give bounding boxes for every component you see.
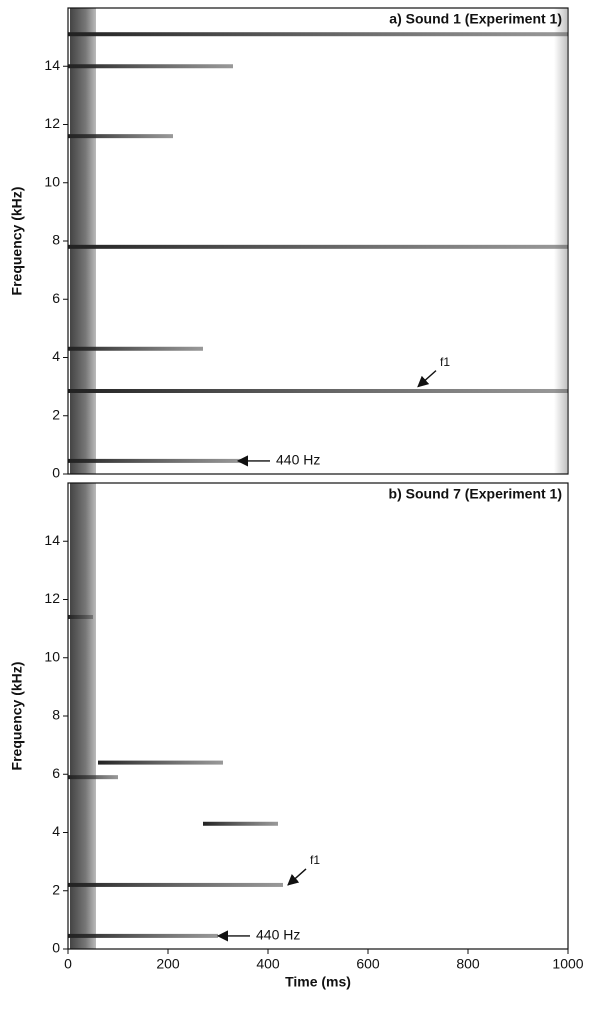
y-tick-label: 12 [44, 590, 60, 606]
y-tick-label: 4 [52, 823, 60, 839]
y-tick-label: 0 [52, 465, 60, 481]
onset-region [70, 8, 96, 474]
y-axis-label: Frequency (kHz) [9, 662, 25, 771]
harmonic-band [68, 244, 568, 249]
annotation-arrow [287, 868, 307, 886]
y-tick-label: 10 [44, 648, 60, 664]
annotation: f1 [440, 355, 450, 369]
harmonic-band [68, 64, 233, 69]
annotation: f1 [310, 853, 320, 867]
harmonic-band [68, 775, 118, 780]
annotation-arrow [417, 370, 437, 388]
harmonic-band [68, 32, 568, 37]
harmonic-band [68, 346, 203, 351]
y-axis-label: Frequency (kHz) [9, 187, 25, 296]
plot-frame [67, 482, 569, 950]
y-tick-label: 8 [52, 707, 60, 723]
harmonic-band [68, 388, 568, 393]
harmonic-band [203, 821, 278, 826]
y-tick-label: 10 [44, 173, 60, 189]
y-tick-label: 2 [52, 881, 60, 897]
x-axis-label: Time (ms) [285, 974, 351, 990]
x-tick-label: 600 [356, 956, 380, 972]
y-tick-label: 8 [52, 232, 60, 248]
y-tick-label: 14 [44, 532, 60, 548]
y-tick-label: 2 [52, 406, 60, 422]
chart-title: b) Sound 7 (Experiment 1) [389, 486, 562, 502]
harmonic-band [68, 134, 173, 139]
x-tick-label: 1000 [552, 956, 583, 972]
x-tick-label: 800 [456, 956, 480, 972]
harmonic-band [68, 933, 218, 938]
x-tick-label: 400 [256, 956, 280, 972]
harmonic-band [68, 458, 243, 463]
offset-region [554, 8, 567, 474]
plot-frame [67, 7, 569, 475]
y-tick-label: 6 [52, 765, 60, 781]
x-tick-label: 200 [156, 956, 180, 972]
annotation: 440 Hz [256, 927, 300, 943]
annotation: 440 Hz [276, 452, 320, 468]
harmonic-band [68, 614, 93, 619]
onset-region [70, 483, 96, 949]
x-tick-label: 0 [64, 956, 72, 972]
harmonic-band [98, 760, 223, 765]
y-tick-label: 6 [52, 290, 60, 306]
y-tick-label: 14 [44, 57, 60, 73]
chart-title: a) Sound 1 (Experiment 1) [389, 11, 562, 27]
y-tick-label: 12 [44, 115, 60, 131]
y-tick-label: 4 [52, 348, 60, 364]
y-tick-label: 0 [52, 940, 60, 956]
harmonic-band [68, 882, 283, 887]
